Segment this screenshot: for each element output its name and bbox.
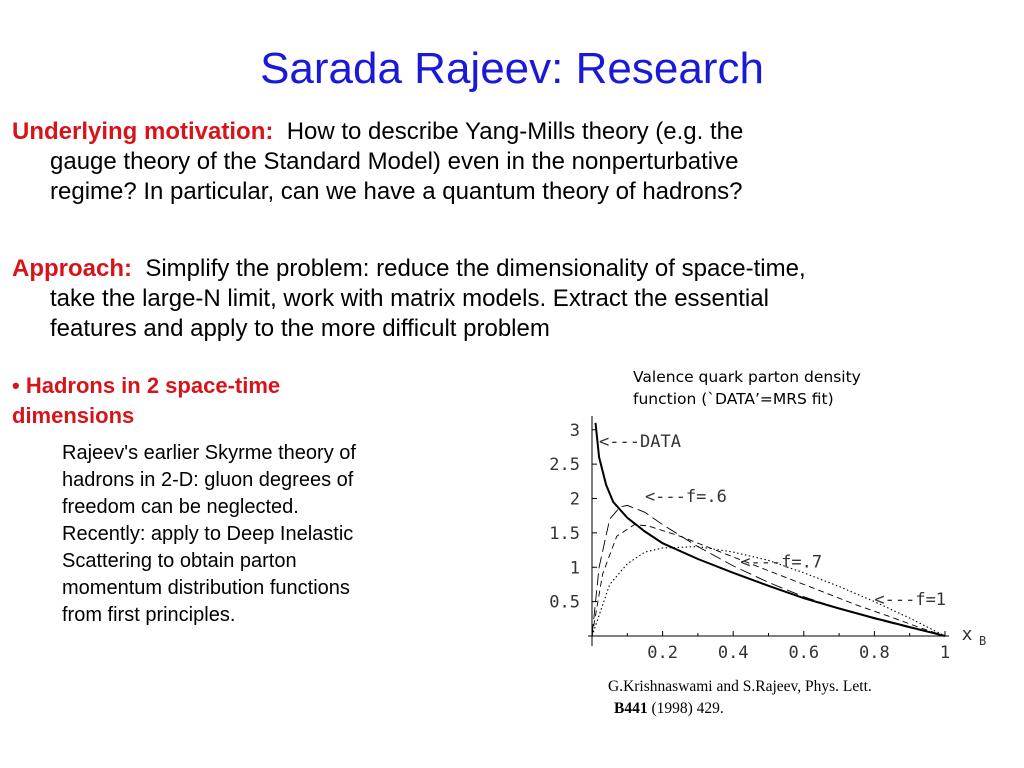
bullet-body-line: Recently: apply to Deep Inelastic [62,523,354,545]
motivation-paragraph: Underlying motivation: How to describe Y… [12,117,1002,207]
bullet-body-line: momentum distribution functions [62,577,350,599]
series-annotation: <---f=.7 [740,552,822,572]
reference-citation: G.Krishnaswami and S.Rajeev, Phys. Lett.… [608,676,872,720]
hadrons-bullet-heading: • Hadrons in 2 space-time dimensions [12,371,280,431]
y-tick-label: 2.5 [549,455,580,475]
motivation-label: Underlying motivation: [12,118,274,145]
approach-label: Approach: [12,255,132,282]
series-line-f7 [591,524,946,637]
series-line-DATA [594,422,946,637]
reference-volume: B441 [614,700,648,717]
bullet-body-line: Scattering to obtain parton [62,550,297,572]
bullet-text-1: Hadrons in 2 space-time [25,373,281,398]
bullet-line-2: dimensions [12,403,135,428]
series-annotation: <---f=1 [874,590,946,610]
bullet-body-line: freedom can be neglected. [62,496,299,518]
chart-series [591,422,946,637]
bullet-body-line: from first principles. [62,604,236,626]
reference-rest: (1998) 429. [647,700,724,717]
motivation-line-2: gauge theory of the Standard Model) even… [50,148,739,175]
bullet-line-1: • Hadrons in 2 space-time [12,371,280,401]
series-line-f1 [591,546,946,637]
x-tick-label: 0.8 [859,643,890,663]
x-tick-label: 1 [940,643,950,663]
caption-line-1: Valence quark parton density [633,368,861,386]
slide-title: Sarada Rajeev: Research [260,44,764,93]
y-tick-label: 1.5 [549,524,580,544]
motivation-line-1: Underlying motivation: How to describe Y… [12,117,1002,147]
bullet-marker: • [12,373,20,398]
approach-line-2: take the large-N limit, work with matrix… [50,285,769,312]
caption-line-2: function (`DATA’=MRS fit) [633,390,834,408]
motivation-text-1: How to describe Yang-Mills theory (e.g. … [286,118,744,145]
motivation-line-3: regime? In particular, can we have a qua… [50,178,743,205]
parton-density-chart: 0.511.522.530.2 0.4 0.6 0.8 1x B<---DATA<---f… [549,416,986,663]
y-tick-label: 3 [570,421,580,441]
chart-axes [588,416,949,646]
reference-line-2: B441 (1998) 429. [608,698,872,720]
reference-line-1: G.Krishnaswami and S.Rajeev, Phys. Lett. [608,678,872,695]
approach-line-3: features and apply to the more difficult… [50,315,550,342]
approach-line-1: Approach: Simplify the problem: reduce t… [12,254,1002,284]
x-axis-label-subscript: B [979,634,986,648]
bullet-body-line: Rajeev's earlier Skyrme theory of [62,442,356,464]
series-annotation: <---DATA [599,432,681,452]
x-tick-label: 0.6 [788,643,819,663]
x-tick-label: 0.4 [718,643,749,663]
y-tick-label: 0.5 [549,593,580,613]
bullet-body-line: hadrons in 2-D: gluon degrees of [62,469,354,491]
y-tick-label: 1 [570,558,580,578]
chart-caption: Valence quark parton density function (`… [633,366,861,410]
chart-labels: 0.511.522.530.2 0.4 0.6 0.8 1x B<---DATA<---f… [549,421,986,663]
approach-paragraph: Approach: Simplify the problem: reduce t… [12,254,1002,344]
bullet-body: Rajeev's earlier Skyrme theory of hadron… [62,440,356,629]
x-axis-label: x [962,624,973,645]
approach-text-1: Simplify the problem: reduce the dimensi… [145,255,806,282]
series-annotation: <---f=.6 [645,487,727,507]
x-tick-label: 0.2 [647,643,678,663]
y-tick-label: 2 [570,490,580,510]
